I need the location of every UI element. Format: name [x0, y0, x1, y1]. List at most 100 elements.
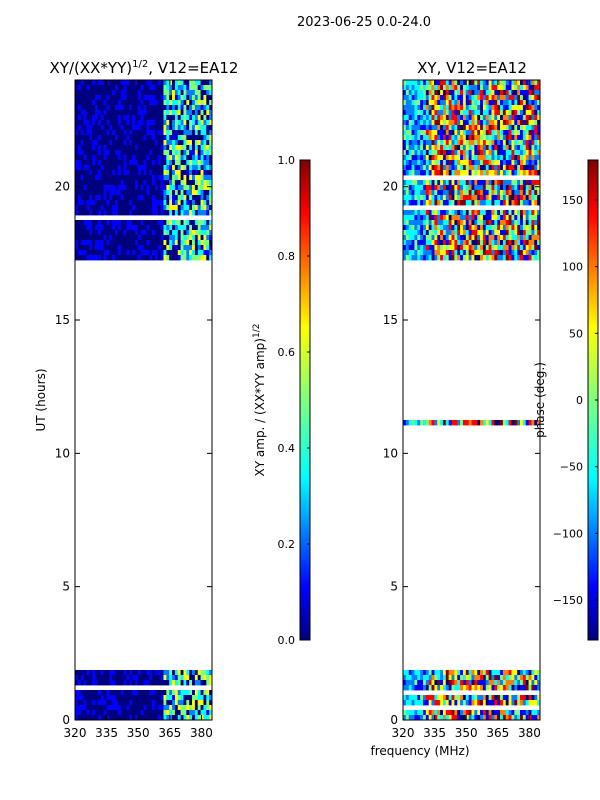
heatmap-cell: [482, 180, 487, 186]
heatmap-cell: [75, 160, 79, 166]
heatmap-cell: [505, 165, 509, 171]
heatmap-cell: [454, 680, 458, 686]
heatmap-cell: [500, 130, 504, 136]
heatmap-cell: [154, 210, 159, 216]
heatmap-cell: [169, 210, 173, 216]
heatmap-cell: [123, 95, 127, 101]
heatmap-cell: [477, 215, 481, 221]
heatmap-cell: [109, 240, 113, 246]
heatmap-cell: [428, 235, 432, 241]
heatmap-cell: [491, 100, 495, 106]
heatmap-cell: [497, 95, 501, 101]
heatmap-cell: [422, 670, 427, 676]
heatmap-cell: [200, 710, 204, 716]
heatmap-cell: [425, 225, 430, 231]
heatmap-cell: [408, 170, 412, 176]
heatmap-cell: [497, 700, 501, 706]
heatmap-cell: [474, 100, 478, 106]
heatmap-cell: [448, 245, 452, 251]
heatmap-cell: [434, 715, 438, 720]
heatmap-cell: [437, 110, 441, 116]
heatmap-cell: [425, 695, 430, 701]
heatmap-cell: [163, 160, 167, 166]
heatmap-cell: [152, 155, 156, 161]
heatmap-cell: [206, 145, 210, 151]
heatmap-cell: [106, 110, 110, 116]
heatmap-cell: [77, 170, 82, 176]
heatmap-cell: [86, 670, 90, 676]
heatmap-cell: [471, 120, 475, 126]
x-tick-label: 380: [190, 726, 213, 740]
heatmap-cell: [500, 110, 504, 116]
heatmap-cell: [209, 130, 212, 136]
heatmap-cell: [531, 185, 535, 191]
heatmap-cell: [112, 230, 116, 236]
heatmap-cell: [420, 680, 424, 686]
heatmap-cell: [522, 185, 527, 191]
heatmap-cell: [477, 125, 481, 131]
heatmap-cell: [146, 105, 150, 111]
heatmap-cell: [480, 80, 484, 86]
heatmap-cell: [197, 100, 201, 106]
heatmap-cell: [480, 90, 484, 96]
heatmap-cell: [511, 710, 515, 716]
heatmap-cell: [137, 120, 142, 126]
heatmap-cell: [200, 105, 204, 111]
heatmap-cell: [451, 100, 455, 106]
heatmap-cell: [445, 140, 450, 146]
heatmap-cell: [488, 165, 492, 171]
heatmap-cell: [120, 715, 124, 720]
heatmap-cell: [460, 700, 464, 706]
heatmap-cell: [534, 155, 538, 161]
heatmap-cell: [522, 105, 527, 111]
heatmap-cell: [140, 80, 144, 86]
heatmap-cell: [537, 130, 540, 136]
heatmap-cell: [491, 210, 495, 216]
heatmap-cell: [502, 165, 507, 171]
heatmap-cell: [177, 195, 181, 201]
heatmap-cell: [75, 200, 79, 206]
heatmap-cell: [474, 420, 478, 426]
heatmap-cell: [531, 710, 535, 716]
heatmap-cell: [408, 685, 412, 691]
heatmap-cell: [537, 170, 540, 176]
heatmap-cell: [494, 130, 498, 136]
heatmap-cell: [537, 145, 540, 151]
heatmap-cell: [460, 85, 464, 91]
heatmap-cell: [494, 95, 498, 101]
heatmap-cell: [451, 245, 455, 251]
heatmap-cell: [505, 675, 509, 681]
heatmap-cell: [89, 170, 93, 176]
heatmap-cell: [482, 685, 487, 691]
heatmap-cell: [460, 160, 464, 166]
heatmap-cell: [508, 200, 512, 206]
heatmap-cell: [86, 170, 90, 176]
heatmap-cell: [152, 205, 156, 211]
heatmap-cell: [183, 240, 187, 246]
heatmap-cell: [80, 145, 84, 151]
heatmap-cell: [537, 190, 540, 196]
heatmap-cell: [186, 690, 190, 696]
heatmap-cell: [103, 255, 107, 261]
heatmap-cell: [174, 145, 179, 151]
heatmap-cell: [431, 695, 435, 701]
heatmap-cell: [89, 130, 93, 136]
heatmap-cell: [491, 225, 495, 231]
heatmap-cell: [428, 100, 432, 106]
heatmap-cell: [92, 145, 96, 151]
heatmap-cell: [129, 95, 133, 101]
heatmap-cell: [485, 235, 490, 241]
heatmap-cell: [537, 700, 540, 706]
heatmap-cell: [511, 170, 515, 176]
heatmap-cell: [157, 105, 162, 111]
heatmap-cell: [149, 160, 153, 166]
heatmap-cell: [157, 115, 162, 121]
heatmap-cell: [505, 255, 509, 261]
heatmap-cell: [531, 695, 535, 701]
heatmap-cell: [454, 240, 458, 246]
heatmap-cell: [408, 85, 412, 91]
heatmap-cell: [517, 95, 521, 101]
heatmap-cell: [434, 245, 438, 251]
heatmap-cell: [174, 710, 179, 716]
heatmap-cell: [525, 225, 529, 231]
